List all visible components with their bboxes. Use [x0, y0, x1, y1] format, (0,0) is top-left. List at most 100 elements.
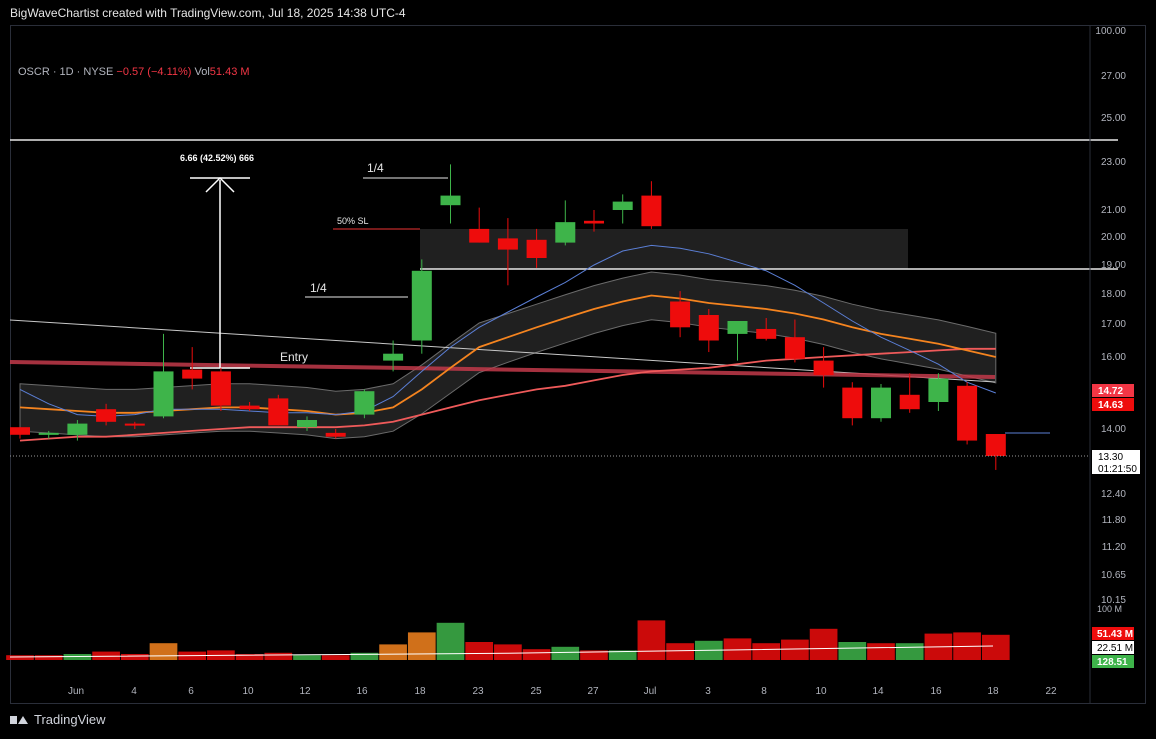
volume-bar	[407, 632, 436, 660]
vol-value: 51.43 M	[209, 66, 250, 78]
volume-bar	[293, 655, 321, 660]
price-tick-label: 10.15	[1101, 595, 1126, 606]
volume-bar	[637, 620, 666, 660]
vol-badge-2-bg	[1092, 641, 1134, 654]
candle-body	[10, 427, 30, 435]
candle-body	[297, 420, 317, 428]
candle-body	[928, 378, 949, 402]
price-tick-label: 100.00	[1095, 26, 1126, 37]
candle-body	[268, 398, 289, 426]
volume-bar	[264, 652, 293, 660]
candle-body	[440, 195, 461, 206]
price-tick-label: 11.20	[1102, 542, 1127, 553]
price-tick-label: 14.00	[1101, 424, 1126, 435]
volume-bar	[752, 643, 781, 660]
vol-badge-3: 128.51	[1097, 657, 1128, 668]
candle-body	[411, 270, 432, 341]
vol-badge-2: 22.51 M	[1097, 643, 1133, 654]
candle-body	[784, 337, 805, 359]
candle-body	[325, 432, 346, 437]
tradingview-logo-icon	[10, 714, 28, 726]
price-badge-2-bg	[1092, 398, 1134, 411]
x-tick-label: 22	[1045, 686, 1057, 697]
candle-body	[96, 409, 117, 422]
candle-body	[526, 239, 547, 258]
price-badge-1: 14.72	[1098, 386, 1123, 397]
price-tick-label: 12.40	[1101, 489, 1126, 500]
candle-body	[985, 434, 1006, 456]
x-tick-label: 27	[587, 686, 599, 697]
x-tick-label: 18	[414, 686, 426, 697]
x-tick-label: 10	[815, 686, 827, 697]
countdown-label: 01:21:50	[1098, 464, 1137, 475]
candle-body	[584, 220, 604, 224]
candle-body	[842, 387, 863, 419]
vol-badge-1-bg	[1092, 627, 1134, 640]
x-tick-label: Jun	[68, 686, 84, 697]
volume-bar	[149, 643, 178, 660]
price-badge-2: 14.63	[1098, 400, 1123, 411]
tradingview-brand[interactable]: TradingView	[10, 712, 106, 727]
candle-body	[756, 328, 777, 339]
candle-body	[210, 371, 231, 406]
x-tick-label: 6	[188, 686, 194, 697]
ema-fast-line	[19, 244, 996, 417]
candle-body	[383, 353, 404, 361]
current-price-label: 13.30	[1098, 452, 1123, 463]
brand-label: TradingView	[34, 712, 106, 727]
price-tick-label: 25.00	[1101, 113, 1126, 124]
x-tick-label: 25	[530, 686, 542, 697]
price-tick-label: 18.00	[1101, 289, 1126, 300]
entry-label: Entry	[280, 350, 308, 364]
measure-label: 6.66 (42.52%) 666	[180, 153, 254, 163]
volume-bar	[34, 655, 63, 660]
candle-body	[727, 321, 748, 334]
volume-bar	[522, 649, 551, 660]
candle-body	[239, 405, 260, 410]
ema-slow-line	[19, 347, 996, 442]
quarter-label-1: 1/4	[310, 281, 327, 295]
x-tick-label: 16	[930, 686, 942, 697]
x-tick-label: 4	[131, 686, 137, 697]
volume-bar	[436, 622, 465, 660]
price-tick-label: 10.65	[1101, 570, 1126, 581]
stop-loss-label: 50% SL	[337, 216, 369, 226]
volume-bar	[809, 628, 838, 660]
x-tick-label: 14	[872, 686, 884, 697]
volume-bar	[465, 642, 494, 660]
price-tick-label: 21.00	[1101, 205, 1126, 216]
price-tick-label: 20.00	[1101, 232, 1126, 243]
candle-body	[670, 301, 691, 328]
quarter-label-2: 1/4	[367, 161, 384, 175]
volume-bar	[608, 650, 637, 660]
volume-bar	[494, 644, 522, 660]
symbol-label[interactable]: OSCR · 1D · NYSE	[18, 66, 114, 78]
volume-axis-label: 100 M	[1097, 604, 1122, 614]
volume-bar	[321, 655, 350, 660]
x-tick-label: Jul	[644, 686, 657, 697]
change-value: −0.57 (−4.11%)	[116, 66, 192, 78]
x-tick-label: 8	[761, 686, 767, 697]
price-tick-label: 16.00	[1101, 352, 1126, 363]
volume-bar	[63, 654, 92, 660]
candle-body	[899, 394, 920, 410]
volume-bar	[120, 654, 149, 660]
candle-body	[813, 360, 834, 375]
volume-bar	[838, 642, 867, 660]
volume-bar	[551, 646, 580, 660]
price-tick-label: 17.00	[1101, 319, 1126, 330]
candle-body	[555, 222, 576, 243]
candle-body	[871, 387, 891, 419]
candle-body	[124, 423, 145, 426]
chart-legend: OSCR · 1D · NYSE −0.57 (−4.11%) Vol51.43…	[18, 66, 250, 78]
volume-bar	[981, 634, 1010, 660]
candle-body	[182, 369, 203, 379]
volume-bar	[6, 655, 34, 660]
candle-body	[153, 371, 174, 417]
x-tick-label: 10	[242, 686, 254, 697]
ema-mid-line	[19, 294, 997, 416]
volume-bar	[580, 650, 608, 660]
candle-body	[354, 391, 375, 415]
candle-body	[67, 423, 88, 435]
